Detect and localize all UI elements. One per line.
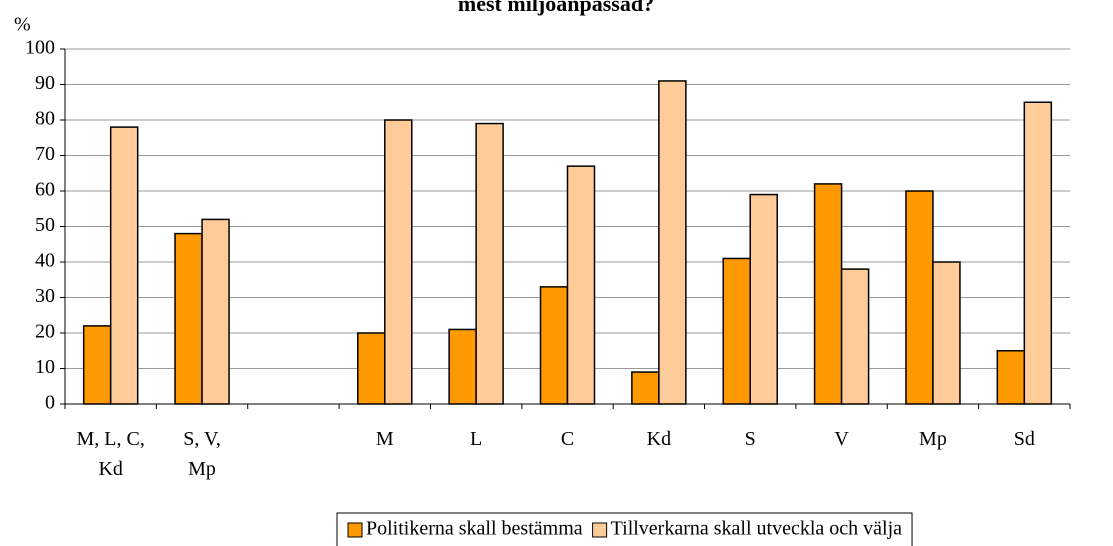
bar: [932, 261, 961, 405]
y-tick-label: 80: [35, 108, 55, 130]
y-tick-label: 70: [35, 143, 55, 165]
x-tick-label: M, L, C, Kd: [77, 428, 145, 480]
x-tick-label: Mp: [919, 428, 947, 450]
x-tick-label: V: [834, 428, 849, 450]
legend: Politikerna skall bestämma Tillverkarna s…: [336, 512, 913, 546]
bar: [566, 165, 596, 405]
bar: [357, 332, 386, 405]
y-tick-label: 50: [35, 214, 55, 236]
legend-label: Tillverkarna skall utveckla och välja: [611, 518, 903, 540]
x-tick-label: S, V, Mp: [183, 428, 221, 480]
bar: [658, 80, 687, 405]
bar: [475, 122, 504, 405]
bar: [840, 268, 870, 405]
x-tick-label: Sd: [1014, 428, 1035, 450]
bar: [813, 183, 843, 405]
bar: [448, 328, 477, 405]
chart-title: mest miljöanpassad?: [458, 0, 654, 16]
bar: [1023, 101, 1053, 405]
y-tick-label: 100: [25, 37, 55, 59]
legend-swatch: [347, 522, 363, 538]
bar: [109, 126, 139, 405]
y-tick-label: 40: [35, 250, 55, 272]
bar: [174, 232, 203, 405]
y-tick-label: 0: [45, 392, 55, 414]
x-tick-label: M: [376, 428, 394, 450]
y-tick-label: 60: [35, 179, 55, 201]
y-tick-label: 20: [35, 321, 55, 343]
legend-box: [336, 512, 913, 546]
bar: [722, 257, 751, 405]
x-tick-label: L: [470, 428, 482, 450]
legend-label: Politikerna skall bestämma: [366, 518, 583, 540]
bar: [631, 371, 660, 405]
x-tick-label: Kd: [647, 428, 671, 450]
bar: [384, 119, 413, 405]
y-tick-label: 90: [35, 72, 55, 94]
x-tick-label: C: [561, 428, 574, 450]
y-tick-label: 30: [35, 285, 55, 307]
y-axis-label: %: [14, 14, 31, 36]
legend-swatch: [592, 522, 608, 538]
bar: [539, 286, 569, 405]
bar: [201, 218, 230, 405]
bar: [905, 190, 934, 405]
bar: [82, 325, 112, 405]
bar: [749, 193, 778, 405]
bar: [996, 350, 1026, 405]
y-tick-label: 10: [35, 356, 55, 378]
x-tick-label: S: [745, 428, 756, 450]
